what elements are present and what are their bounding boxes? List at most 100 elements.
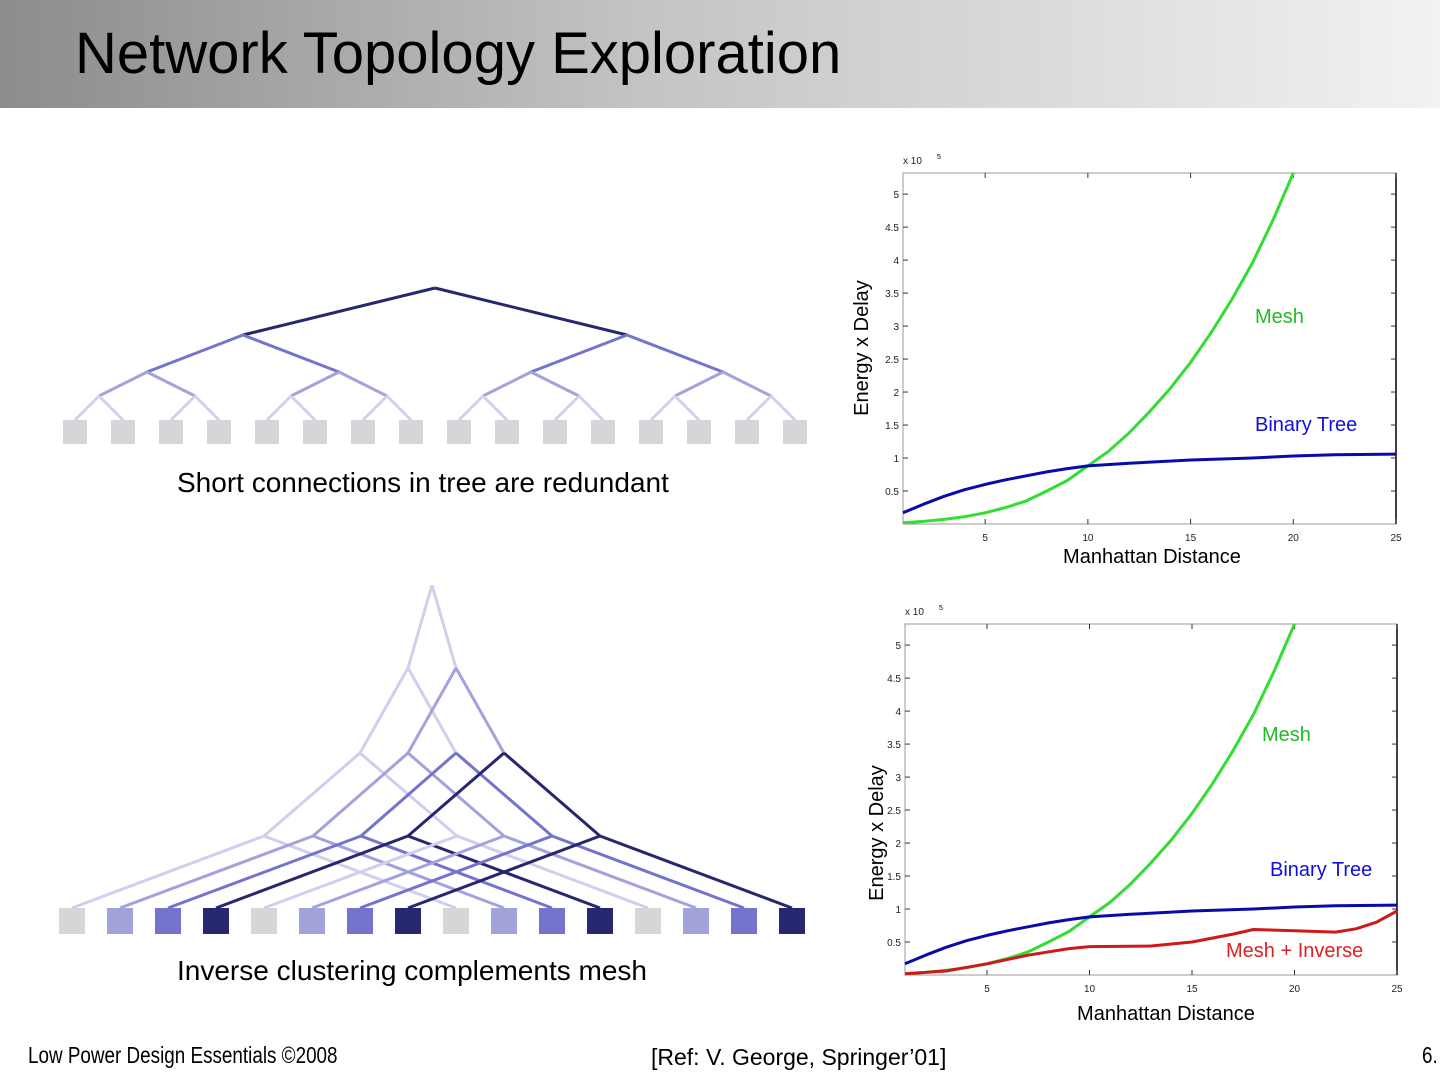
tree-edge <box>457 394 485 422</box>
y-axis-label: Energy x Delay <box>866 765 888 901</box>
tree-edge <box>481 394 509 422</box>
footer-copyright: Low Power Design Essentials ©2008 <box>28 1042 338 1068</box>
chart-2: 5 10 15 20 25 0.5 1 1.5 2 2.5 3 3.5 4 4.5 5 x 10 5 Energy… <box>866 605 1403 1025</box>
tree-edge <box>338 370 388 398</box>
x-tick-label: 10 <box>1084 984 1096 995</box>
tree-leaf-node <box>303 420 327 444</box>
inverse-edge <box>359 834 553 910</box>
tree-edge <box>649 394 677 422</box>
tree-edge <box>577 394 605 422</box>
inverse-edge <box>119 834 314 910</box>
tree-edge <box>745 394 773 422</box>
y-tick-label: 1 <box>895 905 901 916</box>
tree-edge <box>722 370 772 398</box>
inverse-leaf-node <box>587 908 613 934</box>
inverse-edge <box>456 834 649 910</box>
y-tick-label: 5 <box>893 190 899 201</box>
inverse-edge <box>430 584 458 669</box>
tree-leaf-node <box>159 420 183 444</box>
y-tick-label: 3.5 <box>887 740 901 751</box>
tree-edge <box>169 394 197 422</box>
series-line-binary-tree <box>904 903 1398 966</box>
tree-edge <box>242 286 436 337</box>
inverse-edge <box>312 751 409 838</box>
series-label: Binary Tree <box>1270 859 1372 881</box>
series-label: Mesh <box>1255 306 1304 328</box>
tree-edge <box>361 394 389 422</box>
inverse-edge <box>454 667 506 754</box>
tree-edge <box>530 333 628 374</box>
x-tick-label: 5 <box>982 533 988 544</box>
series-label: Binary Tree <box>1255 414 1357 436</box>
y-multiplier-exponent: 5 <box>937 154 941 161</box>
inverse-edge <box>71 834 265 910</box>
series-label: Mesh + Inverse <box>1226 940 1363 962</box>
tree-leaf-node <box>255 420 279 444</box>
tree-edge <box>553 394 581 422</box>
x-tick-label: 25 <box>1390 533 1402 544</box>
y-tick-label: 0.5 <box>885 487 899 498</box>
tree-caption: Short connections in tree are redundant <box>177 467 669 498</box>
x-tick-label: 10 <box>1082 533 1094 544</box>
y-tick-label: 2.5 <box>885 355 899 366</box>
tree-leaf-node <box>639 420 663 444</box>
y-tick-label: 1 <box>893 454 899 465</box>
inverse-leaf-node <box>203 908 229 934</box>
inverse-edge <box>358 667 410 754</box>
tree-leaf-node <box>63 420 87 444</box>
y-tick-label: 2 <box>895 839 901 850</box>
page-number: 6. <box>1422 1042 1438 1068</box>
tree-edge <box>242 333 340 374</box>
y-tick-label: 3 <box>893 322 899 333</box>
tree-leaf-node <box>543 420 567 444</box>
tree-leaf-node <box>591 420 615 444</box>
inverse-edge <box>215 834 409 910</box>
tree-edge <box>290 370 340 398</box>
y-tick-label: 5 <box>895 641 901 652</box>
inverse-edge <box>406 584 434 669</box>
series-label: Mesh <box>1262 724 1311 746</box>
footer-reference: [Ref: V. George, Springer’01] <box>651 1044 947 1070</box>
inverse-leaf-node <box>347 908 373 934</box>
tree-edge <box>97 394 125 422</box>
tree-edge <box>385 394 413 422</box>
y-tick-label: 4.5 <box>887 674 901 685</box>
inverse-leaf-node <box>299 908 325 934</box>
inverse-edge <box>503 751 601 838</box>
tree-edge <box>482 370 532 398</box>
inverse-clustering-diagram <box>59 584 805 934</box>
slide-title: Network Topology Exploration <box>75 21 842 86</box>
tree-leaf-node <box>207 420 231 444</box>
inverse-leaf-node <box>491 908 517 934</box>
inverse-edge <box>360 751 457 838</box>
plot-frame <box>902 172 1397 525</box>
tree-edge <box>674 370 724 398</box>
tree-edge <box>673 394 701 422</box>
inverse-edge <box>311 834 505 910</box>
tree-edge <box>146 370 196 398</box>
tree-edge <box>626 333 724 374</box>
inverse-edge <box>407 751 505 838</box>
series-line-mesh <box>904 623 1296 976</box>
tree-leaf-node <box>399 420 423 444</box>
y-multiplier: x 10 <box>903 156 922 167</box>
inverse-leaf-node <box>155 908 181 934</box>
y-multiplier: x 10 <box>905 607 924 618</box>
inverse-edge <box>263 751 361 838</box>
tree-edge <box>146 333 244 374</box>
tree-edge <box>265 394 293 422</box>
y-tick-label: 4 <box>893 256 899 267</box>
inverse-edge <box>167 834 362 910</box>
tree-leaf-node <box>111 420 135 444</box>
x-tick-label: 5 <box>984 984 990 995</box>
tree-leaf-node <box>447 420 471 444</box>
y-tick-label: 2.5 <box>887 806 901 817</box>
x-tick-label: 15 <box>1186 984 1198 995</box>
chart-1: 5 10 15 20 25 0.5 1 1.5 2 2.5 3 3.5 4 4.5 5 x 10 5 Energy… <box>851 154 1402 568</box>
inverse-caption: Inverse clustering complements mesh <box>177 955 647 986</box>
tree-edge <box>289 394 317 422</box>
series-line-binary-tree <box>902 452 1397 515</box>
inverse-leaf-node <box>251 908 277 934</box>
tree-edge <box>530 370 580 398</box>
